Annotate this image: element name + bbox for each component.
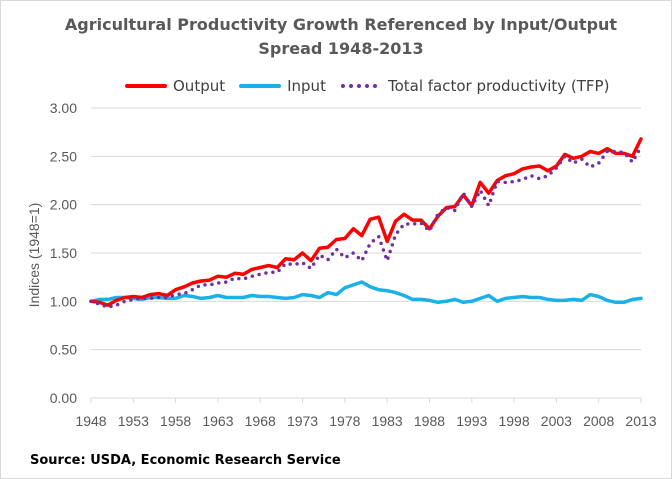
y-tick-label: 2.00 [50,197,77,213]
x-tick-label: 1983 [372,413,403,429]
legend-swatch-input [239,84,282,88]
x-tick-labels: 1948 1953 1958 1963 1968 1973 1978 1983 1988 1993… [75,398,657,429]
y-tick-labels: 0.00 0.50 1.00 1.50 2.00 2.50 3.00 [50,100,77,406]
legend-label-output: Output [173,77,226,95]
y-tick-label: 0.50 [50,342,77,358]
x-tick-label: 1963 [202,413,233,429]
chart-title-line1: Agricultural Productivity Growth Referen… [64,15,618,34]
legend-item-output: Output [125,77,225,95]
gridlines [91,107,641,399]
legend-swatch-tfp [340,84,382,88]
legend-item-tfp: Total factor productivity (TFP) [340,77,609,95]
x-tick-label: 1988 [414,413,445,429]
source-note: Source: USDA, Economic Research Service [30,453,341,468]
x-tick-label: 2008 [583,413,614,429]
legend-item-input: Input [239,77,326,95]
x-tick-label: 1968 [245,413,276,429]
series-tfp-line [89,144,643,309]
x-tick-label: 1993 [456,413,487,429]
legend-label-tfp: Total factor productivity (TFP) [387,77,610,95]
y-tick-label: 0.00 [50,390,77,406]
chart-title-line2: Spread 1948-2013 [258,39,424,58]
series-output-line [89,137,643,307]
x-tick-label: 1998 [498,413,529,429]
y-tick-label: 3.00 [50,100,77,116]
y-tick-label: 1.00 [50,293,77,309]
legend-swatch-output [125,84,167,88]
x-tick-label: 1953 [118,413,149,429]
legend-label-input: Input [287,77,326,95]
legend: Output Input Total factor productivity (… [125,75,609,97]
x-tick-label: 2003 [541,413,572,429]
series-lines [89,137,643,309]
series-input-line [89,280,643,305]
x-tick-label: 1973 [287,413,318,429]
x-tick-label: 1958 [160,413,191,429]
x-tick-label: 1948 [75,413,106,429]
y-axis-label: Indices (1948=1) [26,203,42,308]
y-tick-label: 2.50 [50,148,77,164]
y-tick-label: 1.50 [50,245,77,261]
x-tick-label: 2013 [625,413,656,429]
x-tick-label: 1978 [329,413,360,429]
